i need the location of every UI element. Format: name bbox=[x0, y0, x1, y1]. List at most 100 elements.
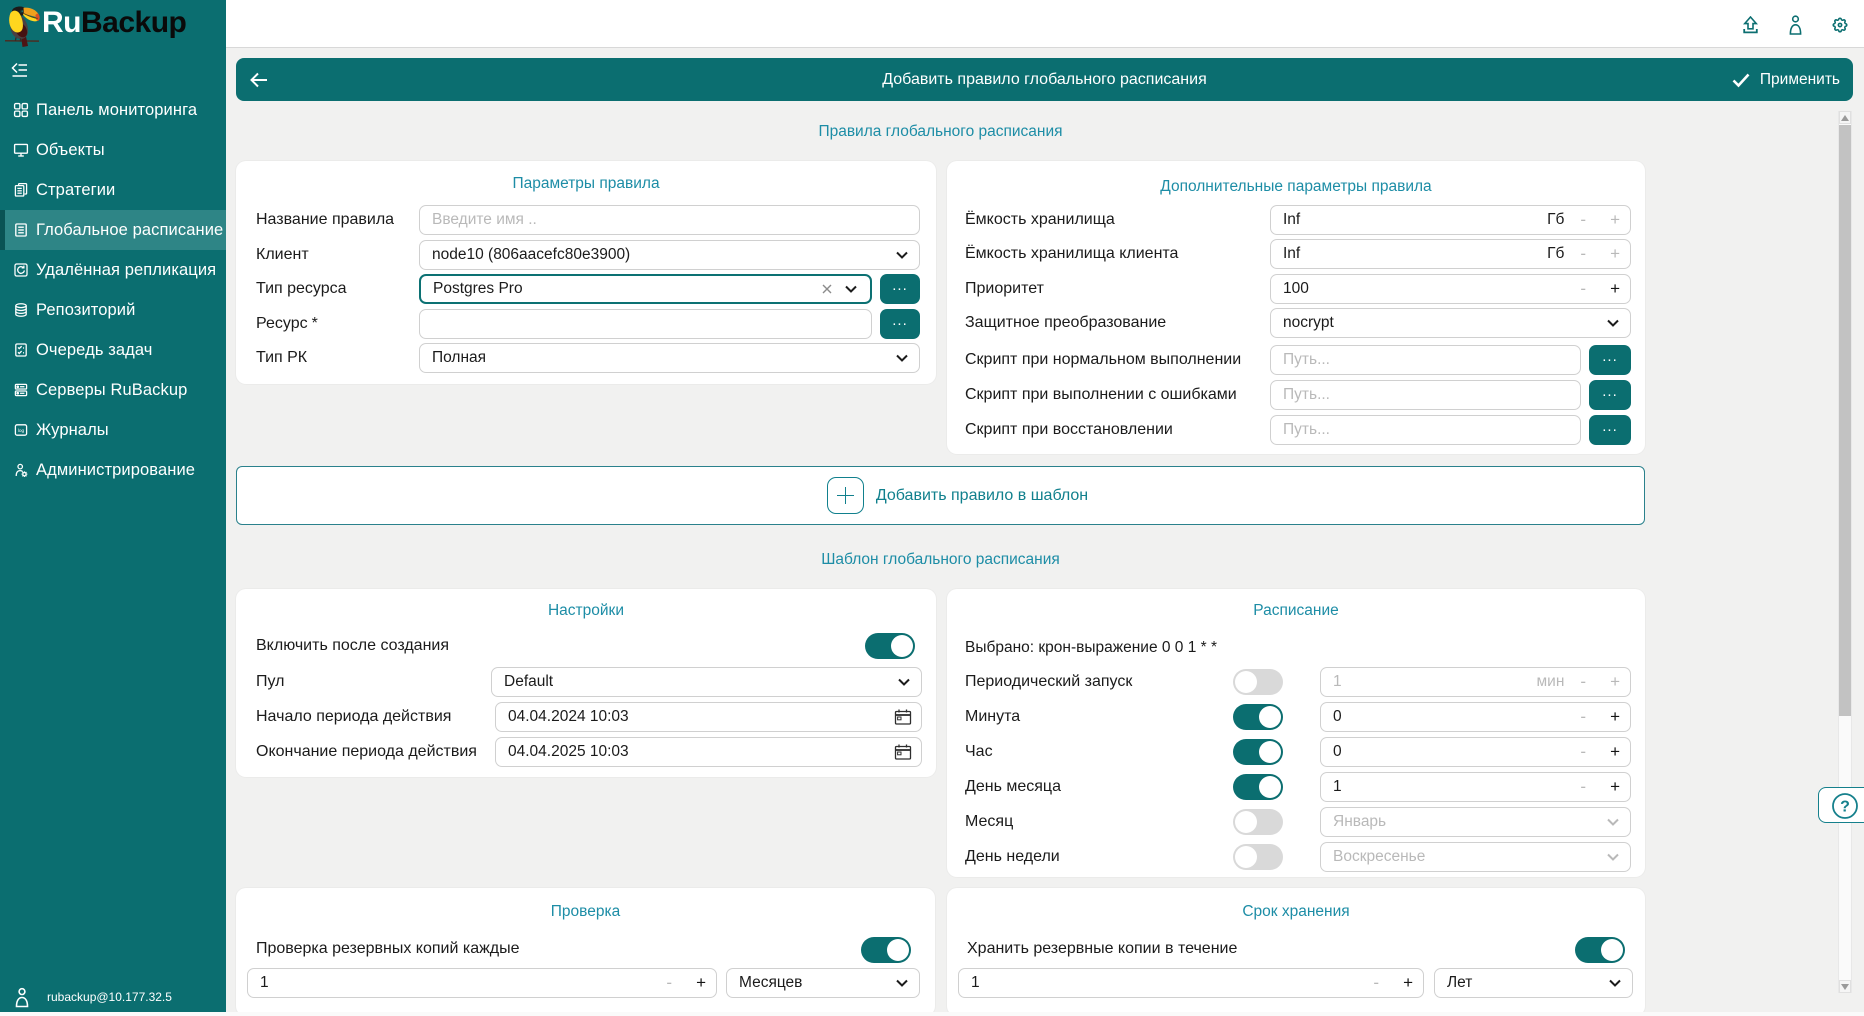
page-header: Добавить правило глобального расписания … bbox=[236, 58, 1853, 101]
form-row: Ёмкость хранилища bbox=[965, 205, 1265, 235]
crypt-select[interactable]: nocrypt bbox=[1270, 308, 1631, 338]
backup-type-select[interactable]: Полная bbox=[419, 343, 920, 373]
resource-type-more-button[interactable]: ... bbox=[880, 274, 920, 304]
minute-input[interactable]: 0 - + bbox=[1320, 701, 1631, 732]
increment-button[interactable]: + bbox=[1610, 209, 1620, 229]
retention-unit-select[interactable]: Лет bbox=[1434, 968, 1633, 998]
check-interval-input[interactable]: 1 - + bbox=[247, 968, 717, 998]
retention-interval-input[interactable]: 1 - + bbox=[958, 968, 1424, 998]
client-capacity-value[interactable]: Inf bbox=[1283, 245, 1301, 262]
script-normal-input[interactable] bbox=[1270, 344, 1581, 375]
form-row: Пул bbox=[256, 667, 816, 697]
decrement-button[interactable]: - bbox=[1580, 706, 1587, 726]
vertical-scrollbar[interactable] bbox=[1838, 111, 1852, 993]
increment-button[interactable]: + bbox=[696, 973, 706, 992]
apply-button[interactable]: Применить bbox=[1730, 58, 1840, 101]
storage-capacity-label: Ёмкость хранилища bbox=[965, 210, 1115, 228]
script-restore-more-button[interactable]: ... bbox=[1589, 414, 1631, 445]
resource-more-button[interactable]: ... bbox=[880, 308, 920, 339]
decrement-button[interactable]: - bbox=[1580, 244, 1587, 263]
sidebar-item-servers[interactable]: Серверы RuBackup bbox=[0, 370, 226, 410]
resource-type-select[interactable]: Postgres Pro bbox=[419, 274, 872, 304]
form-row: Окончание периода действия bbox=[256, 737, 816, 767]
sidebar-item-task-queue[interactable]: Очередь задач bbox=[0, 330, 226, 370]
add-rule-to-template-button[interactable]: Добавить правило в шаблон bbox=[236, 466, 1645, 525]
storage-capacity-input[interactable]: Inf Гб - + bbox=[1270, 204, 1631, 235]
minute-toggle[interactable] bbox=[1233, 704, 1283, 730]
scrollbar-thumb[interactable] bbox=[1839, 125, 1851, 716]
decrement-button[interactable]: - bbox=[1580, 671, 1587, 691]
retention-interval-value[interactable]: 1 bbox=[971, 974, 980, 991]
check-interval-value[interactable]: 1 bbox=[260, 974, 269, 991]
decrement-button[interactable]: - bbox=[1580, 741, 1587, 761]
period-start-input[interactable]: 04.04.2024 10:03 bbox=[495, 702, 922, 732]
decrement-button[interactable]: - bbox=[1580, 278, 1587, 298]
storage-capacity-value[interactable]: Inf bbox=[1283, 210, 1301, 228]
sidebar-item-monitoring[interactable]: Панель мониторинга bbox=[0, 90, 226, 130]
sidebar-item-objects[interactable]: Объекты bbox=[0, 130, 226, 170]
script-error-input[interactable] bbox=[1270, 379, 1581, 410]
script-restore-input[interactable] bbox=[1270, 414, 1581, 445]
month-toggle[interactable] bbox=[1233, 809, 1283, 835]
sidebar-item-strategies[interactable]: Стратегии bbox=[0, 170, 226, 210]
sidebar-item-label: Объекты bbox=[36, 140, 105, 159]
decrement-button[interactable]: - bbox=[1580, 209, 1587, 229]
client-select[interactable]: node10 (806aacefc80e3900) bbox=[419, 239, 920, 270]
minute-value[interactable]: 0 bbox=[1333, 707, 1342, 725]
log-icon: log bbox=[14, 424, 28, 436]
increment-button[interactable]: + bbox=[1610, 706, 1620, 726]
script-error-more-button[interactable]: ... bbox=[1589, 379, 1631, 410]
upload-icon[interactable] bbox=[1742, 15, 1759, 34]
sidebar-item-logs[interactable]: log Журналы bbox=[0, 410, 226, 450]
increment-button[interactable]: + bbox=[1610, 741, 1620, 761]
pool-select[interactable]: Default bbox=[491, 667, 922, 697]
day-of-week-toggle[interactable] bbox=[1233, 844, 1283, 870]
toggle-knob bbox=[1235, 811, 1257, 833]
periodic-run-toggle[interactable] bbox=[1233, 669, 1283, 695]
replication-icon bbox=[14, 263, 28, 277]
decrement-button[interactable]: - bbox=[1373, 973, 1380, 992]
decrement-button[interactable]: - bbox=[666, 973, 673, 992]
scroll-up-button[interactable] bbox=[1839, 111, 1851, 124]
hour-toggle[interactable] bbox=[1233, 739, 1283, 765]
sidebar-item-administration[interactable]: Администрирование bbox=[0, 450, 226, 490]
hour-value[interactable]: 0 bbox=[1333, 742, 1342, 760]
sidebar-item-remote-replication[interactable]: Удалённая репликация bbox=[0, 250, 226, 290]
day-of-month-value[interactable]: 1 bbox=[1333, 777, 1342, 795]
sidebar-collapse-icon[interactable] bbox=[11, 60, 29, 80]
settings-icon[interactable] bbox=[1831, 16, 1849, 34]
increment-button[interactable]: + bbox=[1610, 278, 1620, 298]
help-button[interactable]: ? bbox=[1818, 787, 1864, 823]
form-row: Ресурс * bbox=[256, 309, 916, 339]
day-of-week-select[interactable]: Воскресенье bbox=[1320, 841, 1631, 872]
scroll-down-button[interactable] bbox=[1839, 980, 1851, 993]
priority-value[interactable]: 100 bbox=[1283, 279, 1309, 297]
increment-button[interactable]: + bbox=[1403, 973, 1413, 992]
priority-input[interactable]: 100 - + bbox=[1270, 273, 1631, 304]
check-interval-unit-select[interactable]: Месяцев bbox=[726, 968, 920, 998]
retention-toggle[interactable] bbox=[1575, 937, 1625, 963]
rule-name-input[interactable] bbox=[419, 205, 920, 235]
periodic-run-input[interactable]: 1 мин - + bbox=[1320, 666, 1631, 697]
day-of-month-toggle[interactable] bbox=[1233, 774, 1283, 800]
period-end-input[interactable]: 04.04.2025 10:03 bbox=[495, 737, 922, 767]
increment-button[interactable]: + bbox=[1610, 776, 1620, 796]
increment-button[interactable]: + bbox=[1610, 671, 1620, 691]
script-normal-more-button[interactable]: ... bbox=[1589, 344, 1631, 375]
resource-input[interactable] bbox=[419, 308, 872, 339]
decrement-button[interactable]: - bbox=[1580, 776, 1587, 796]
clear-icon[interactable] bbox=[820, 282, 834, 296]
month-select[interactable]: Январь bbox=[1320, 806, 1631, 837]
increment-button[interactable]: + bbox=[1610, 244, 1620, 263]
check-backups-toggle[interactable] bbox=[861, 937, 911, 963]
back-button[interactable] bbox=[247, 68, 271, 92]
periodic-run-value[interactable]: 1 bbox=[1333, 672, 1342, 690]
enable-after-create-toggle[interactable] bbox=[865, 633, 915, 659]
periodic-run-label: Периодический запуск bbox=[965, 672, 1133, 690]
client-capacity-input[interactable]: Inf Гб - + bbox=[1270, 239, 1631, 269]
hour-input[interactable]: 0 - + bbox=[1320, 736, 1631, 767]
user-icon[interactable] bbox=[1789, 15, 1802, 35]
sidebar-item-global-schedule[interactable]: Глобальное расписание bbox=[0, 210, 226, 250]
day-of-month-input[interactable]: 1 - + bbox=[1320, 771, 1631, 802]
sidebar-item-repository[interactable]: Репозиторий bbox=[0, 290, 226, 330]
